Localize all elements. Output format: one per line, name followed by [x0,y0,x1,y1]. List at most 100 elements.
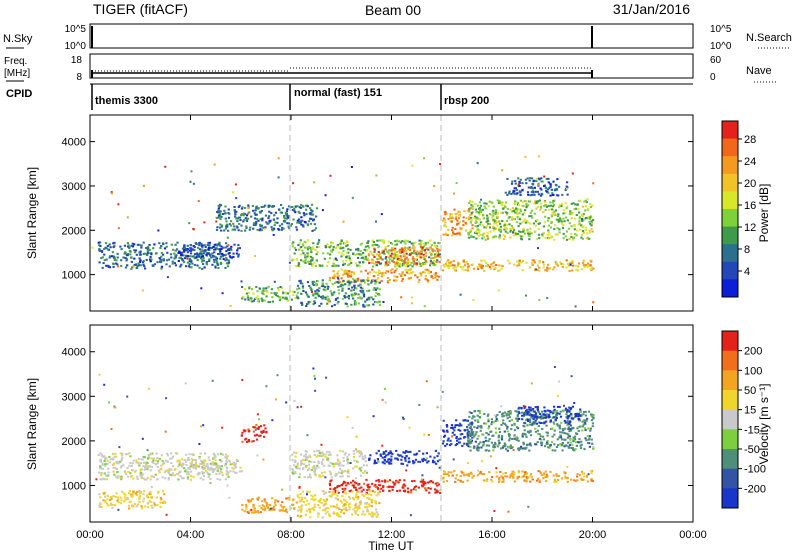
echo-cell [304,476,306,478]
echo-cell [404,243,406,245]
echo-cell [488,205,490,207]
echo-cell [477,425,479,427]
echo-cell-sparse [347,281,349,283]
echo-cell [333,246,335,248]
echo-cell [128,505,130,507]
echo-cell [304,497,306,499]
echo-cell [463,437,465,439]
echo-cell-sparse [214,164,216,166]
echo-cell [202,255,204,257]
echo-cell [101,472,103,474]
echo-cell [101,454,103,456]
echo-cell [337,490,339,492]
echo-cell [480,260,482,262]
echo-cell [516,437,518,439]
echo-cell [581,214,583,216]
echo-cell [388,458,390,460]
echo-cell [140,491,142,493]
echo-cell [579,426,581,428]
echo-cell [350,482,352,484]
echo-cell [532,187,534,189]
echo-cell [413,480,415,482]
echo-cell [205,470,207,472]
echo-cell [99,496,101,498]
echo-cell [562,263,564,265]
echo-cell [244,510,246,512]
echo-cell [530,187,532,189]
echo-cell [487,428,489,430]
echo-cell [342,288,344,290]
echo-cell [345,509,347,511]
echo-cell [279,286,281,288]
cpid-segment-themis: themis 3300 [95,95,158,107]
echo-cell [424,255,426,257]
echo-cell [318,295,320,297]
echo-cell [358,451,360,453]
echo-cell [518,204,520,206]
echo-cell [556,178,558,180]
echo-cell [144,469,146,471]
echo-cell [315,249,317,251]
echo-cell [519,190,521,192]
echo-cell [410,489,412,491]
echo-cell [546,425,548,427]
echo-cell [308,491,310,493]
echo-cell [208,459,210,461]
echo-cell [225,218,227,220]
echo-cell [253,440,255,442]
echo-cell [436,455,438,457]
echo-cell-sparse [538,184,540,186]
echo-cell [547,178,549,180]
echo-cell [460,481,462,483]
echo-cell [526,411,528,413]
echo-cell [359,261,361,263]
echo-cell [506,475,508,477]
echo-cell [567,415,569,417]
echo-cell [137,504,139,506]
echo-cell [293,464,295,466]
echo-cell [469,231,471,233]
echo-cell [551,441,553,443]
echo-cell [348,504,350,506]
echo-cell [292,291,294,293]
echo-cell [548,237,550,239]
echo-cell [432,460,434,462]
radar-title: TIGER (fitACF) [93,1,188,17]
echo-cell [508,439,510,441]
echo-cell [324,471,326,473]
echo-cell [257,298,259,300]
echo-cell [513,234,515,236]
echo-cell [141,474,143,476]
echo-cell [363,464,365,466]
echo-cell-sparse [513,436,515,438]
echo-cell [132,506,134,508]
echo-cell [291,206,293,208]
echo-cell [436,491,438,493]
echo-cell [184,459,186,461]
echo-cell [392,247,394,249]
echo-cell [246,293,248,295]
echo-cell [480,211,482,213]
echo-cell [527,431,529,433]
echo-cell [313,229,315,231]
echo-cell [248,512,250,514]
echo-cell [468,473,470,475]
echo-cell [447,473,449,475]
echo-cell [331,476,333,478]
echo-cell [527,204,529,206]
echo-cell [254,212,256,214]
echo-cell [369,454,371,456]
echo-cell [507,208,509,210]
echo-cell [322,296,324,298]
echo-cell [356,265,358,267]
echo-cell [551,221,553,223]
echo-cell [392,489,394,491]
echo-cell [176,453,178,455]
echo-cell [456,474,458,476]
echo-cell [197,254,199,256]
echo-cell [467,441,469,443]
echo-cell [121,491,123,493]
echo-cell [521,407,523,409]
echo-cell [215,463,217,465]
echo-cell [103,254,105,256]
